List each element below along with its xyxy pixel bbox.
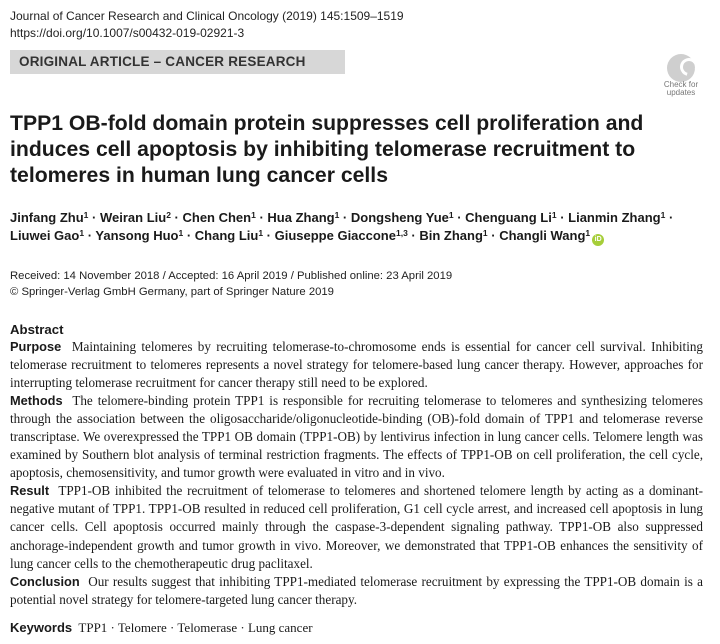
author-name: Yansong Huo <box>95 228 179 243</box>
author-affiliation: 1 <box>334 210 340 220</box>
abstract-methods: Methods The telomere-binding protein TPP… <box>10 392 703 482</box>
abstract-text: The telomere-binding protein TPP1 is res… <box>10 393 703 481</box>
author-affiliation: 1 <box>585 228 591 238</box>
article-title: TPP1 OB-fold domain protein suppresses c… <box>10 112 644 187</box>
abstract-label: Methods <box>10 393 63 409</box>
check-updates-icon <box>667 54 702 82</box>
author-separator: · <box>183 228 195 243</box>
author-affiliation: 1 <box>660 210 666 220</box>
keywords: Keywords TPP1 · Telomere · Telomerase · … <box>10 619 313 637</box>
author-affiliation: 1 <box>258 228 264 238</box>
author-separator: · <box>339 210 351 225</box>
author[interactable]: Bin Zhang1 <box>419 228 487 243</box>
journal-citation: Journal of Cancer Research and Clinical … <box>10 9 404 23</box>
check-updates-label: Check for updates <box>663 80 699 97</box>
author[interactable]: Hua Zhang1 <box>267 210 339 225</box>
author-affiliation: 1 <box>551 210 557 220</box>
author-list: Jinfang Zhu1 · Weiran Liu2 · Chen Chen1 … <box>10 209 710 246</box>
author-separator: · <box>487 228 500 243</box>
abstract-label: Result <box>10 483 50 499</box>
author-separator: · <box>170 210 183 225</box>
author[interactable]: Chen Chen1 <box>182 210 255 225</box>
abstract-text: Maintaining telomeres by recruiting telo… <box>10 339 703 391</box>
abstract-text: Our results suggest that inhibiting TPP1… <box>10 573 703 607</box>
author-name: Jinfang Zhu <box>10 210 84 225</box>
author-separator: · <box>453 210 466 225</box>
author-separator: · <box>556 210 569 225</box>
author[interactable]: Chang Liu1 <box>195 228 263 243</box>
author-separator: · <box>665 210 674 225</box>
copyright-notice: © Springer-Verlag GmbH Germany, part of … <box>10 286 334 298</box>
author[interactable]: Chenguang Li1 <box>465 210 556 225</box>
abstract-label: Conclusion <box>10 573 80 589</box>
author-name: Hua Zhang <box>267 210 335 225</box>
author-name: Chen Chen <box>182 210 252 225</box>
check-for-updates-badge[interactable]: Check for updates <box>660 54 702 98</box>
author-name: Weiran Liu <box>99 210 167 225</box>
author-name: Chenguang Li <box>465 210 552 225</box>
abstract-heading: Abstract <box>10 322 64 337</box>
author-separator: · <box>84 228 96 243</box>
author-affiliation: 1 <box>448 210 454 220</box>
author-separator: · <box>255 210 268 225</box>
author-separator: · <box>263 228 275 243</box>
author-affiliation: 2 <box>166 210 171 220</box>
abstract-body: Purpose Maintaining telomeres by recruit… <box>10 338 703 609</box>
abstract-result: Result TPP1-OB inhibited the recruitment… <box>10 482 703 572</box>
author[interactable]: Liuwei Gao1 <box>10 228 84 243</box>
orcid-icon[interactable]: iD <box>592 234 605 246</box>
abstract-text: TPP1-OB inhibited the recruitment of tel… <box>10 483 703 571</box>
author[interactable]: Weiran Liu2 <box>100 210 171 225</box>
doi-link[interactable]: https://doi.org/10.1007/s00432-019-02921… <box>10 26 245 40</box>
author[interactable]: Giuseppe Giaccone1,3 <box>275 228 408 243</box>
author-separator: · <box>88 210 100 225</box>
author-name: Dongsheng Yue <box>350 210 449 225</box>
author[interactable]: Lianmin Zhang1 <box>568 210 665 225</box>
author[interactable]: Yansong Huo1 <box>95 228 183 243</box>
author-name: Changli Wang <box>499 228 586 243</box>
publication-dates: Received: 14 November 2018 / Accepted: 1… <box>10 270 453 282</box>
author-affiliation: 1 <box>482 228 488 238</box>
author[interactable]: Jinfang Zhu1 <box>10 210 88 225</box>
keywords-list: TPP1 · Telomere · Telomerase · Lung canc… <box>78 620 313 635</box>
abstract-purpose: Purpose Maintaining telomeres by recruit… <box>10 338 703 392</box>
author-name: Lianmin Zhang <box>568 210 661 225</box>
article-type-label: ORIGINAL ARTICLE – CANCER RESEARCH <box>19 54 306 69</box>
author[interactable]: Dongsheng Yue1 <box>351 210 454 225</box>
article-type-banner: ORIGINAL ARTICLE – CANCER RESEARCH <box>10 50 345 74</box>
author-affiliation: 1 <box>251 210 256 220</box>
author-separator: · <box>407 228 420 243</box>
author-name: Liuwei Gao <box>10 228 80 243</box>
author-affiliation: 1 <box>79 228 85 238</box>
author[interactable]: Changli Wang1 <box>499 228 590 243</box>
abstract-conclusion: Conclusion Our results suggest that inhi… <box>10 573 703 609</box>
author-name: Giuseppe Giaccone <box>274 228 396 243</box>
author-affiliation: 1 <box>178 228 184 238</box>
abstract-label: Purpose <box>10 339 62 354</box>
keywords-label: Keywords <box>10 620 73 635</box>
author-name: Bin Zhang <box>419 228 483 243</box>
author-affiliation: 1,3 <box>395 228 408 238</box>
author-name: Chang Liu <box>194 228 259 243</box>
author-affiliation: 1 <box>83 210 89 220</box>
